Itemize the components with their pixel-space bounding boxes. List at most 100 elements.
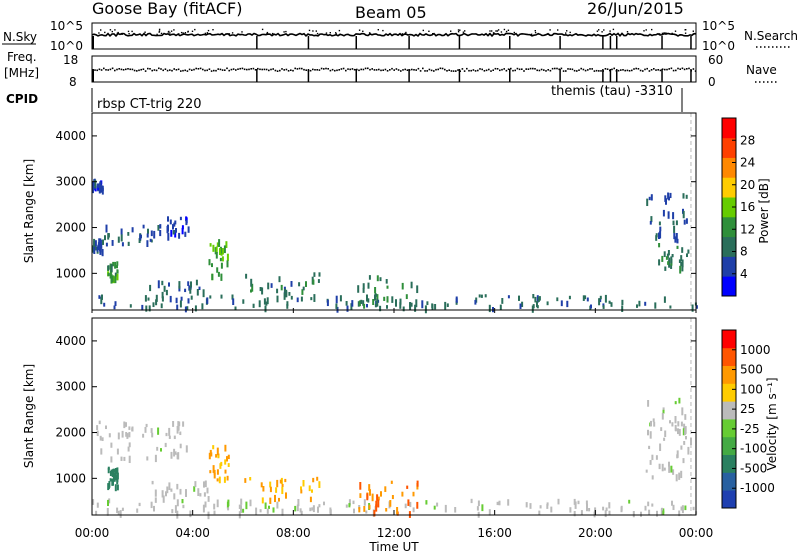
range-gate-cell xyxy=(279,479,282,484)
range-gate-cell xyxy=(263,298,266,305)
range-gate-cell xyxy=(116,261,119,266)
range-gate-cell xyxy=(285,492,287,499)
range-gate-cell xyxy=(147,297,150,301)
freq-dot xyxy=(620,69,622,71)
range-gate-cell xyxy=(221,256,224,262)
freq-dot xyxy=(199,67,202,70)
freq-dot xyxy=(140,68,142,71)
range-gate-cell xyxy=(258,300,261,308)
freq-dot xyxy=(281,68,283,70)
freq-dot xyxy=(268,69,270,72)
range-gate-cell xyxy=(109,478,112,482)
noise-dot xyxy=(659,33,661,35)
range-gate-cell xyxy=(433,505,436,510)
range-gate-cell xyxy=(146,240,149,248)
range-gate-cell xyxy=(610,302,613,307)
range-gate-cell xyxy=(346,305,349,312)
freq-dot xyxy=(477,69,479,72)
noise-dot xyxy=(557,29,559,31)
noise-dot xyxy=(548,33,550,36)
range-gate-cell xyxy=(655,455,658,460)
range-gate-cell xyxy=(573,498,576,505)
range-gate-cell xyxy=(660,427,663,432)
freq-dot xyxy=(309,69,312,72)
range-gate-cell xyxy=(294,505,297,512)
freq-dot xyxy=(259,68,261,71)
noise-dot xyxy=(158,31,160,33)
freq-dot xyxy=(628,70,631,72)
range-gate-cell xyxy=(659,226,662,232)
range-gate-cell xyxy=(644,301,647,306)
noise-dot xyxy=(225,33,227,35)
range-gate-cell xyxy=(242,508,245,513)
range-gate-cell xyxy=(682,193,685,199)
range-gate-cell xyxy=(687,446,690,455)
range-gate-cell xyxy=(348,499,351,506)
freq-dot xyxy=(188,68,191,71)
freq-dot xyxy=(243,68,246,71)
range-gate-cell xyxy=(676,238,679,244)
range-gate-cell xyxy=(125,422,127,427)
range-gate-cell xyxy=(660,508,663,516)
range-gate-cell xyxy=(373,510,376,517)
time-tick-label: 20:00 xyxy=(578,526,613,540)
freq-dot xyxy=(237,68,239,70)
range-gate-cell xyxy=(167,232,170,241)
range-gate-cell xyxy=(154,454,157,463)
range-gate-cell xyxy=(163,285,166,292)
range-gate-cell xyxy=(94,240,97,247)
range-gate-cell xyxy=(272,507,275,513)
freq-dot xyxy=(538,69,541,72)
velocity-colorbar-tick-label: -25 xyxy=(740,422,760,436)
range-gate-cell xyxy=(176,483,179,490)
range-gate-cell xyxy=(284,288,286,293)
freq-dot xyxy=(312,68,314,71)
noise-dot xyxy=(369,32,371,35)
range-gate-cell xyxy=(488,509,491,516)
noise-dot xyxy=(684,32,687,34)
range-gate-cell xyxy=(362,300,365,306)
noise-dot xyxy=(450,33,452,35)
range-gate-cell xyxy=(193,486,196,492)
range-gate-cell xyxy=(96,246,99,252)
range-gate-cell xyxy=(168,435,171,439)
range-gate-cell xyxy=(281,486,284,495)
power-colorbar-swatch xyxy=(722,256,736,277)
freq-dot xyxy=(547,69,549,71)
range-gate-cell xyxy=(99,435,102,441)
range-gate-cell xyxy=(674,424,677,431)
range-gate-cell xyxy=(194,305,197,312)
freq-dot xyxy=(415,69,417,71)
freq-dot xyxy=(158,67,160,70)
freq-dot xyxy=(285,68,288,71)
range-gate-cell xyxy=(153,230,156,239)
range-gate-cell xyxy=(160,303,163,309)
freq-dot xyxy=(292,69,294,72)
range-gate-cell xyxy=(379,277,382,282)
range-gate-cell xyxy=(259,509,262,513)
noise-dot xyxy=(457,29,460,31)
range-gate-cell xyxy=(101,185,104,191)
range-gate-cell xyxy=(317,279,320,283)
freq-dot xyxy=(419,70,422,72)
freq-dot xyxy=(248,68,250,71)
range-gate-cell xyxy=(154,489,157,497)
range-gate-cell xyxy=(691,304,694,312)
range-gate-cell xyxy=(557,498,560,505)
y-tick-label: 4000 xyxy=(55,129,86,143)
range-gate-cell xyxy=(345,301,348,306)
cpid-panel: CPID rbsp CT-trig 220 themis (tau) -3310 xyxy=(6,84,683,112)
range-gate-cell xyxy=(680,421,683,427)
range-gate-cell xyxy=(111,469,114,478)
range-gate-cell xyxy=(546,301,549,306)
range-gate-cell xyxy=(650,216,653,223)
y-tick-label: 1000 xyxy=(55,471,86,485)
range-gate-cell xyxy=(114,484,117,492)
freq-dot xyxy=(560,67,563,70)
noise-dot xyxy=(661,32,664,35)
noise-dot xyxy=(271,32,274,35)
freq-dot xyxy=(499,69,501,72)
freq-dot xyxy=(142,68,145,70)
range-gate-cell xyxy=(170,488,173,492)
range-gate-cell xyxy=(379,305,382,312)
